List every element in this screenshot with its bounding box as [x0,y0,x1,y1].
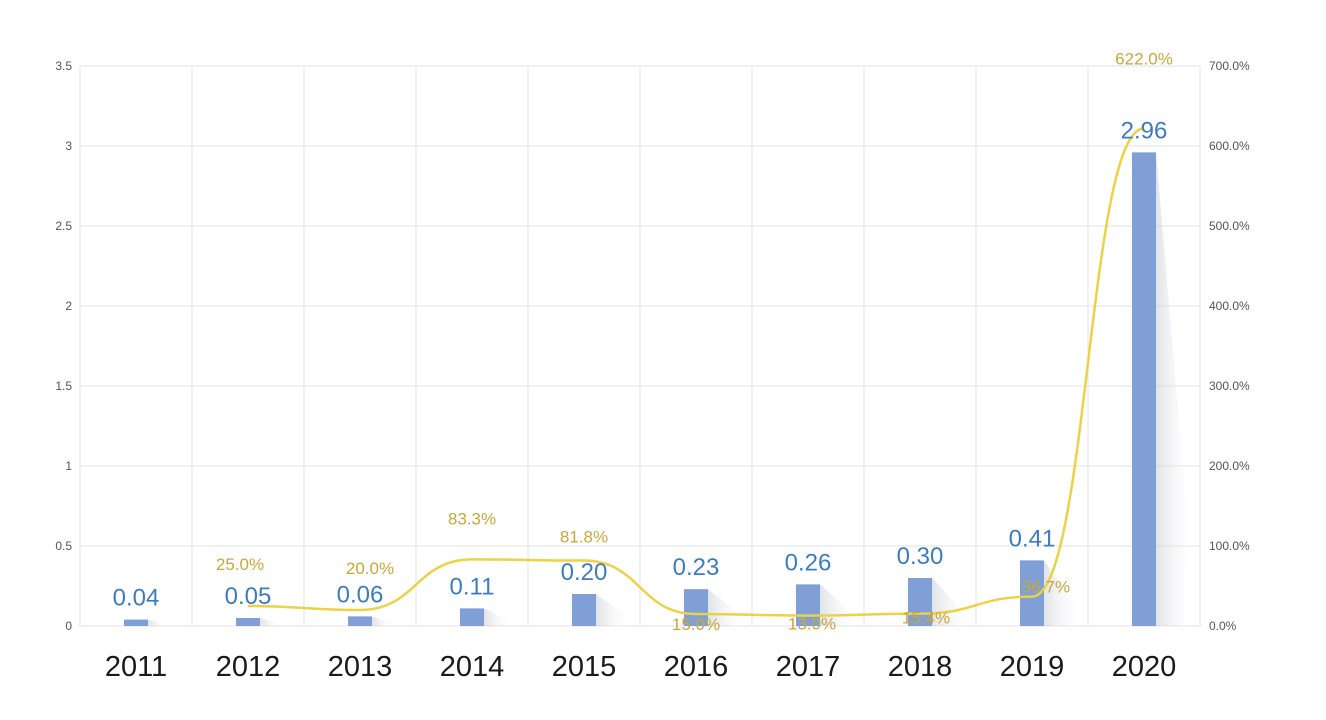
y-right-tick-label: 0.0% [1209,619,1237,633]
bar [1132,152,1156,626]
data-labels: 0.04 0.05 0.06 0.11 0.20 0.23 0.26 0.30 0.41 2.96… [113,49,1173,634]
axes: 0 0.5 1 1.5 2 2.5 3 3.5 0.0% 100.0% 200.0% 300.0% 40… [55,59,1250,683]
bar [684,589,708,626]
x-tick-label: 2016 [664,651,729,683]
growth-rate-label: 13.0% [788,615,836,634]
growth-rate-label: 83.3% [448,509,496,528]
growth-line-layer [247,127,1145,617]
growth-rate-label: 15.4% [902,609,950,628]
x-tick-label: 2012 [216,651,281,683]
bar-value-label: 0.30 [897,543,944,570]
x-tick-label: 2011 [105,651,167,683]
y-right-tick-label: 200.0% [1209,459,1250,473]
y-left-tick-label: 2.5 [55,219,72,233]
growth-rate-label: 15.0% [672,615,720,634]
y-right-tick-label: 500.0% [1209,219,1250,233]
x-tick-label: 2015 [552,651,617,683]
bar-shadow [708,589,748,626]
growth-rate-label: 81.8% [560,528,608,547]
gridlines [79,65,1201,627]
bar [124,619,148,626]
growth-rate-label: 622.0% [1115,49,1173,68]
y-right-tick-label: 400.0% [1209,299,1250,313]
bar-value-label: 0.26 [785,549,832,576]
bar-value-label: 0.41 [1009,525,1056,552]
bar-value-label: 0.23 [673,554,720,581]
bar-shadows [148,152,1196,626]
y-left-tick-label: 0.5 [55,539,72,553]
bar-shadow [1044,560,1084,626]
bars [124,152,1156,626]
bar-value-label: 2.96 [1121,117,1168,144]
x-tick-label: 2018 [888,651,953,683]
bar-value-label: 0.11 [450,573,495,600]
bar-shadow [372,616,396,626]
bar-value-label: 0.04 [113,585,160,612]
x-tick-label: 2017 [776,651,841,683]
growth-rate-label: 20.0% [346,559,394,578]
bar-shadow [260,618,283,626]
bar-shadow [484,608,513,626]
bar-shadow [1156,152,1196,626]
growth-rate-line [247,127,1145,617]
bar [348,616,372,626]
y-left-tick-label: 1.5 [55,379,72,393]
growth-rate-label: 25.0% [216,555,264,574]
y-right-tick-label: 600.0% [1209,139,1250,153]
bar-shadow [596,594,634,626]
x-tick-label: 2020 [1112,651,1177,683]
y-right-tick-label: 300.0% [1209,379,1250,393]
bar [908,578,932,626]
y-left-tick-label: 0 [65,619,72,633]
bar [236,618,260,626]
y-right-tick-label: 700.0% [1209,59,1250,73]
x-tick-label: 2019 [1000,651,1065,683]
bar-shadow [932,578,972,626]
y-right-tick-label: 100.0% [1209,539,1250,553]
bar-value-label: 0.05 [225,583,272,610]
bar [796,584,820,626]
y-left-tick-label: 2 [65,299,72,313]
bar [460,608,484,626]
y-left-tick-label: 1 [65,459,72,473]
bar-value-label: 0.06 [337,581,384,608]
bar-shadow [148,619,170,626]
y-left-tick-label: 3 [65,139,72,153]
growth-rate-label: 36.7% [1022,578,1070,597]
x-tick-label: 2013 [328,651,393,683]
x-tick-label: 2014 [440,651,505,683]
y-left-tick-label: 3.5 [55,59,72,73]
bar-value-label: 0.20 [561,559,608,586]
bar [572,594,596,626]
